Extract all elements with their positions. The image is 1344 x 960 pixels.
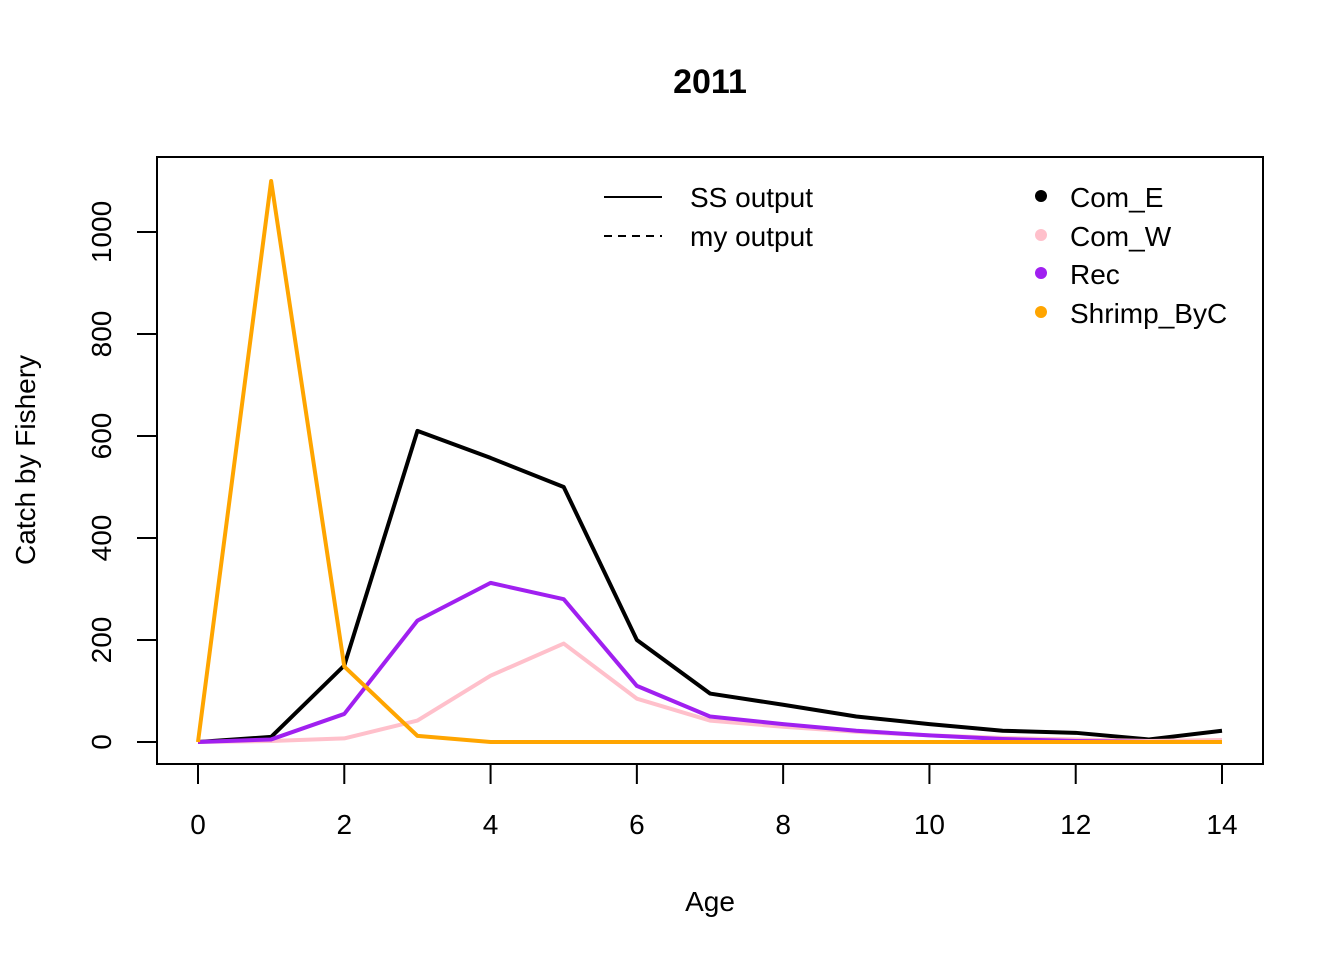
series-dashed-line-com-e <box>197 428 1223 744</box>
x-tick-label: 6 <box>629 809 645 840</box>
y-tick-label: 0 <box>86 734 117 750</box>
series-line-shrimp-byc <box>196 179 1222 744</box>
x-tick-label: 12 <box>1060 809 1091 840</box>
legend-com-w-label: Com_W <box>1070 221 1172 252</box>
series-legend: Com_E Com_W Rec Shrimp_ByC <box>1035 182 1227 329</box>
x-tick-label: 2 <box>336 809 352 840</box>
x-tick-label: 10 <box>914 809 945 840</box>
legend-shrimp-byc-marker <box>1035 306 1047 318</box>
series-dashed-line-shrimp-byc <box>196 180 1222 744</box>
x-axis: 0 2 4 6 8 10 12 14 <box>190 763 1238 840</box>
y-tick-label: 200 <box>86 617 117 664</box>
legend-ss-output-label: SS output <box>690 182 813 213</box>
series-line-com-e <box>197 428 1223 744</box>
x-tick-label: 4 <box>483 809 499 840</box>
legend-com-e-marker <box>1035 190 1047 202</box>
y-tick-label: 400 <box>86 515 117 562</box>
series-dashed-line-rec <box>197 581 1222 744</box>
series-lines <box>196 179 1223 744</box>
y-axis-label: Catch by Fishery <box>10 355 41 565</box>
y-tick-label: 600 <box>86 413 117 460</box>
chart-title: 2011 <box>673 63 747 101</box>
y-axis: 0 200 400 600 800 1000 <box>86 201 158 750</box>
x-tick-label: 8 <box>775 809 791 840</box>
x-tick-label: 0 <box>190 809 206 840</box>
y-tick-label: 800 <box>86 311 117 358</box>
legend-com-e-label: Com_E <box>1070 182 1163 213</box>
legend-com-w-marker <box>1035 229 1047 241</box>
legend-rec-marker <box>1035 267 1047 279</box>
legend-shrimp-byc-label: Shrimp_ByC <box>1070 298 1227 329</box>
x-tick-label: 14 <box>1206 809 1237 840</box>
legend-my-output-label: my output <box>690 221 813 252</box>
y-tick-label: 1000 <box>86 201 117 263</box>
series-line-rec <box>197 580 1222 744</box>
legend-rec-label: Rec <box>1070 259 1120 290</box>
x-axis-label: Age <box>685 886 735 917</box>
line-style-legend: SS output my output <box>604 182 813 252</box>
